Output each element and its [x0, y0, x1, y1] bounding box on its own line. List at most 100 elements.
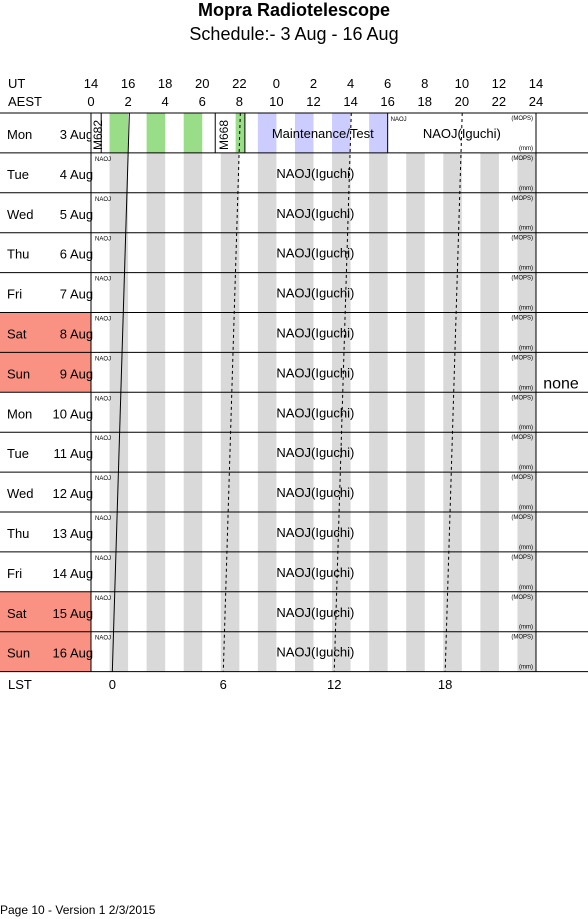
receiver-tag-bottom: (mm) [519, 425, 533, 431]
project-label: NAOJ(Iguchi) [276, 206, 354, 221]
day-number-label: 9 [60, 366, 67, 381]
receiver-tag-top: (MOPS) [511, 236, 533, 242]
project-code-label: M682 [91, 120, 105, 150]
day-number-label: 4 [60, 167, 67, 182]
small-project-tag: NAOJ [391, 117, 407, 123]
receiver-tag-bottom: (mm) [519, 146, 533, 152]
small-project-tag: NAOJ [95, 317, 111, 323]
receiver-tag-bottom: (mm) [519, 385, 533, 391]
day-number-label: 16 [53, 646, 67, 661]
ut-tick-label: 6 [384, 76, 392, 91]
receiver-tag-top: (MOPS) [511, 196, 533, 202]
maintenance-block [294, 113, 314, 153]
aest-tick-label: 16 [380, 94, 395, 109]
month-label: Aug [70, 327, 93, 342]
receiver-tag-top: (MOPS) [511, 116, 533, 122]
small-project-tag: NAOJ [95, 436, 111, 442]
ut-axis-label: UT [8, 76, 26, 91]
day-of-week-label: Fri [7, 566, 22, 581]
lst-tick-label: 12 [326, 677, 342, 692]
month-label: Aug [70, 207, 93, 222]
project-label: NAOJ(Iguchi) [276, 605, 354, 620]
page-title: Mopra Radiotelescope [197, 0, 391, 20]
aest-tick-label: 4 [161, 94, 169, 109]
day-of-week-label: Wed [7, 207, 34, 222]
ut-tick-label: 20 [195, 76, 210, 91]
project-label: NAOJ(Iguchi) [276, 326, 354, 341]
observing-block [109, 113, 129, 153]
aest-axis-label: AEST [8, 94, 42, 109]
receiver-tag-top: (MOPS) [511, 316, 533, 322]
ut-tick-label: 14 [528, 76, 544, 91]
day-of-week-label: Thu [7, 526, 29, 541]
receiver-tag-top: (MOPS) [511, 395, 533, 401]
project-label: NAOJ(Iguchi) [276, 365, 354, 380]
lst-tick-label: 18 [437, 677, 453, 692]
aest-tick-label: 18 [417, 94, 432, 109]
lst-tick-label: 6 [219, 677, 227, 692]
receiver-tag-top: (MOPS) [511, 435, 533, 441]
day-of-week-label: Sun [7, 366, 30, 381]
month-label: Aug [70, 606, 93, 621]
observing-block [235, 113, 245, 153]
maintenance-block [257, 113, 277, 153]
small-project-tag: NAOJ [95, 636, 111, 642]
receiver-tag-bottom: (mm) [519, 186, 533, 192]
receiver-tag-top: (MOPS) [511, 555, 533, 561]
aest-tick-label: 2 [124, 94, 132, 109]
small-project-tag: NAOJ [95, 157, 111, 163]
aest-tick-label: 8 [235, 94, 243, 109]
ut-tick-label: 0 [272, 76, 281, 91]
project-label: NAOJ(Iguchi) [276, 405, 354, 420]
ut-tick-label: 10 [454, 76, 470, 91]
maintenance-block [332, 113, 351, 153]
schedule-subtitle: Schedule:- 3 Aug - 16 Aug [189, 24, 399, 44]
project-label: NAOJ(Iguchi) [276, 485, 354, 500]
month-label: Aug [70, 526, 93, 541]
receiver-tag-bottom: (mm) [519, 465, 533, 471]
receiver-tag-bottom: (mm) [519, 226, 533, 232]
aest-tick-label: 6 [198, 94, 206, 109]
receiver-tag-bottom: (mm) [519, 625, 533, 631]
day-number-label: 12 [53, 486, 67, 501]
day-of-week-label: Fri [7, 287, 22, 302]
ut-tick-label: 14 [83, 76, 99, 91]
small-project-tag: NAOJ [95, 596, 111, 602]
receiver-tag-top: (MOPS) [511, 475, 533, 481]
month-label: Aug [70, 406, 93, 421]
day-of-week-label: Mon [7, 406, 32, 421]
small-project-tag: NAOJ [95, 197, 111, 203]
small-project-tag: NAOJ [95, 516, 111, 522]
project-label: NAOJ(Iguchi) [276, 286, 354, 301]
day-number-label: 10 [53, 406, 67, 421]
lst-axis-label: LST [8, 677, 32, 692]
day-number-label: 3 [60, 127, 67, 142]
aest-tick-label: 24 [528, 94, 544, 109]
day-number-label: 13 [53, 526, 67, 541]
aest-tick-label: 0 [87, 94, 95, 109]
ut-tick-label: 16 [120, 76, 136, 91]
day-of-week-label: Sat [7, 606, 27, 621]
day-of-week-label: Sat [7, 327, 27, 342]
month-label: Aug [70, 287, 93, 302]
page-footer: Page 10 - Version 1 2/3/2015 [0, 903, 156, 917]
ut-tick-label: 12 [491, 76, 507, 91]
weekend-cell [0, 352, 91, 393]
month-label: Aug [70, 366, 93, 381]
month-label: Aug [70, 127, 93, 142]
observing-block [183, 113, 203, 153]
weekend-cell [0, 631, 91, 672]
day-of-week-label: Wed [7, 486, 34, 501]
month-label: Aug [70, 566, 93, 581]
receiver-tag-bottom: (mm) [519, 345, 533, 351]
small-project-tag: NAOJ [95, 277, 111, 283]
day-of-week-label: Thu [7, 247, 29, 262]
project-label: NAOJ(Iguchi) [276, 525, 354, 540]
month-label: Aug [70, 486, 93, 501]
maintenance-block [369, 113, 388, 153]
weekend-cell [0, 591, 91, 632]
receiver-tag-top: (MOPS) [511, 515, 533, 521]
aest-tick-label: 10 [269, 94, 284, 109]
small-project-tag: NAOJ [95, 237, 111, 243]
